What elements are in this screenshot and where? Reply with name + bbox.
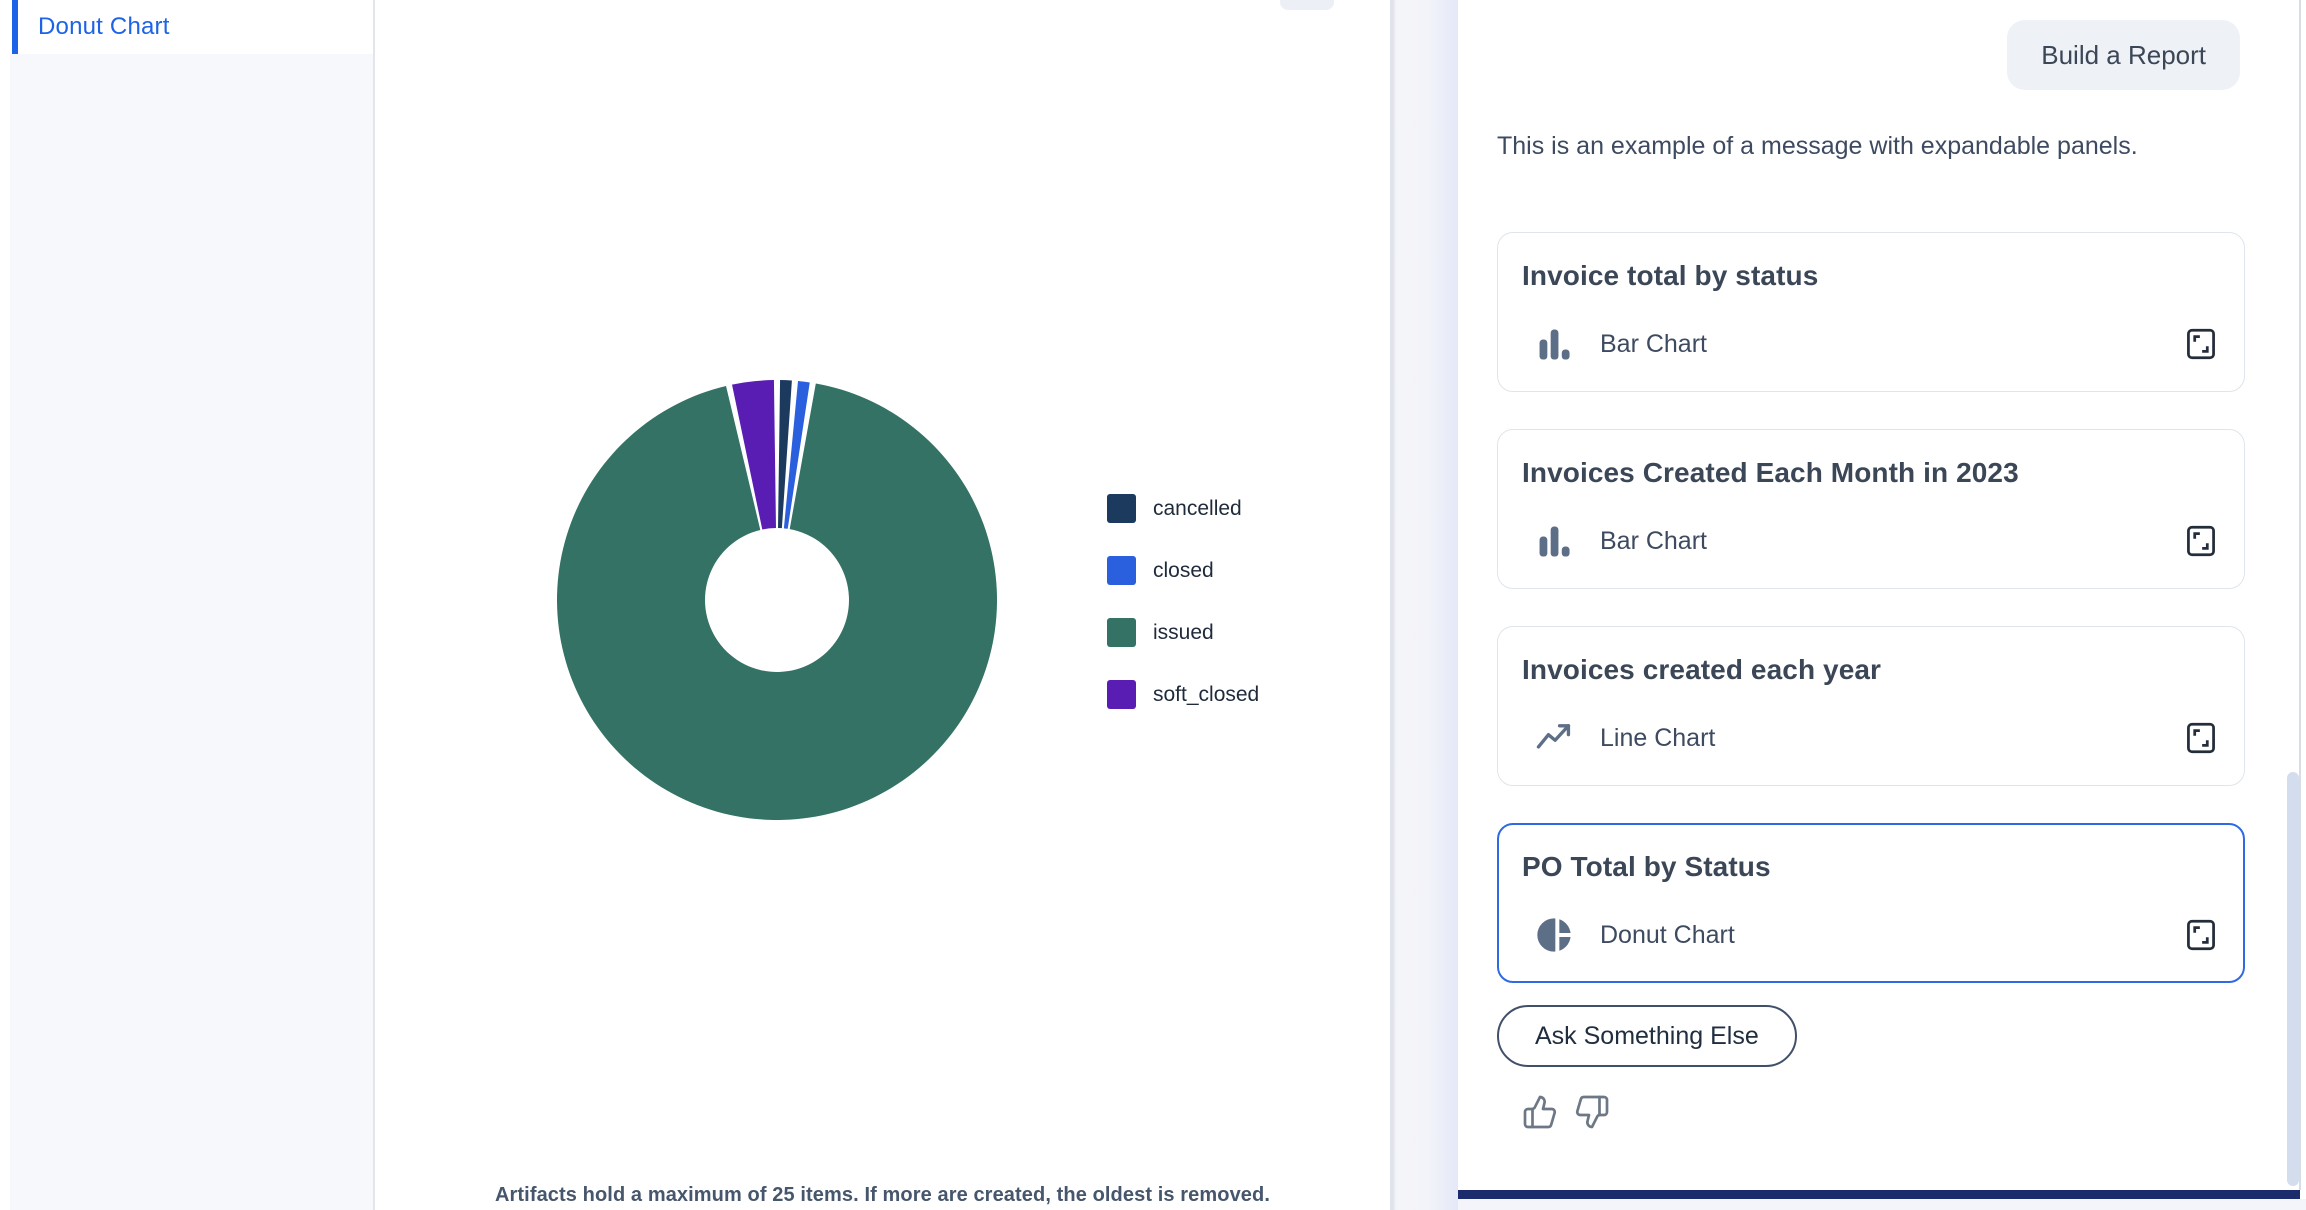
legend-label: issued — [1153, 620, 1214, 644]
legend-item-cancelled: cancelled — [1107, 494, 1259, 523]
donut-slice-closed — [783, 381, 810, 529]
donut-slice-cancelled — [778, 380, 792, 529]
chat-scrollbar-thumb[interactable] — [2287, 772, 2299, 1186]
expandable-panels-list: Invoice total by status Bar Chart Invoices… — [1497, 232, 2245, 983]
user-message-bubble: Build a Report — [2007, 20, 2240, 90]
chat-bottom-strip — [1458, 1199, 2306, 1210]
panel-row: Line Chart — [1522, 717, 2218, 759]
legend-item-closed: closed — [1107, 556, 1259, 585]
legend-swatch — [1107, 494, 1136, 523]
artifact-note: Artifacts hold a maximum of 25 items. If… — [494, 1184, 1270, 1206]
panel-card-2[interactable]: Invoices Created Each Month in 2023 Bar C… — [1497, 429, 2245, 589]
expand-icon[interactable] — [2186, 525, 2216, 557]
sidebar-item-label: Donut Chart — [38, 13, 170, 40]
line-chart-icon — [1534, 718, 1576, 758]
expand-icon[interactable] — [2186, 328, 2216, 360]
sidebar-background — [10, 54, 373, 1210]
legend-label: closed — [1153, 558, 1214, 582]
panel-chart-type: Bar Chart — [1600, 329, 1707, 358]
chat-input-top-border — [1458, 1190, 2300, 1199]
scroll-indicator — [1280, 0, 1334, 10]
artifact-sidebar: Donut Chart — [0, 0, 375, 1210]
artifact-main-panel: cancelled closed issued soft_closed Artifac… — [375, 0, 1390, 1210]
panel-row: Bar Chart — [1522, 520, 2218, 562]
bar-chart-icon — [1534, 521, 1576, 561]
panel-card-3[interactable]: Invoices created each year Line Chart — [1497, 626, 2245, 786]
panel-title: Invoice total by status — [1522, 260, 1819, 291]
panel-card-4[interactable]: PO Total by Status Donut Chart — [1497, 823, 2245, 983]
panel-title: Invoices Created Each Month in 2023 — [1522, 457, 2019, 488]
thumbs-up-icon[interactable] — [1522, 1094, 1558, 1130]
sidebar-item-donut-chart[interactable]: Donut Chart — [12, 0, 373, 54]
legend-swatch — [1107, 556, 1136, 585]
legend-swatch — [1107, 680, 1136, 709]
panel-title: PO Total by Status — [1522, 851, 1771, 882]
feedback-row — [1522, 1094, 1610, 1130]
donut-slice-issued — [557, 383, 998, 821]
bar-chart-icon — [1534, 324, 1576, 364]
chat-panel: Build a Report This is an example of a m… — [1458, 0, 2306, 1210]
panel-card-1[interactable]: Invoice total by status Bar Chart — [1497, 232, 2245, 392]
legend-item-issued: issued — [1107, 618, 1259, 647]
thumbs-down-icon[interactable] — [1574, 1094, 1610, 1130]
expand-icon[interactable] — [2186, 722, 2216, 754]
expand-icon[interactable] — [2186, 919, 2216, 951]
donut-chart-icon — [1534, 915, 1576, 955]
donut-chart — [557, 380, 998, 821]
panel-chart-type: Donut Chart — [1600, 920, 1735, 949]
legend-label: soft_closed — [1153, 682, 1260, 706]
donut-slice-soft_closed — [732, 380, 776, 530]
panel-divider — [1390, 0, 1458, 1210]
panel-row: Bar Chart — [1522, 323, 2218, 365]
panel-chart-type: Line Chart — [1600, 723, 1716, 752]
assistant-message: This is an example of a message with exp… — [1497, 132, 2138, 160]
legend-item-soft_closed: soft_closed — [1107, 680, 1259, 709]
panel-chart-type: Bar Chart — [1600, 526, 1707, 555]
window-right-edge — [2299, 0, 2301, 1190]
legend-swatch — [1107, 618, 1136, 647]
panel-row: Donut Chart — [1522, 914, 2218, 956]
panel-title: Invoices created each year — [1522, 654, 1882, 685]
chart-legend: cancelled closed issued soft_closed — [1107, 494, 1259, 742]
ask-something-else-button[interactable]: Ask Something Else — [1497, 1005, 1797, 1067]
legend-label: cancelled — [1153, 496, 1242, 520]
